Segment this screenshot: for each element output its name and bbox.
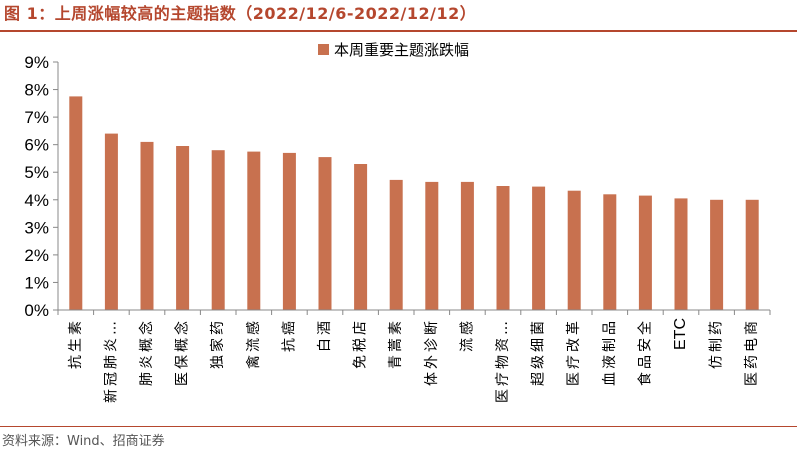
bar	[69, 96, 83, 311]
x-tick-label: 抗生素	[68, 318, 84, 369]
bars	[69, 96, 759, 311]
x-tick-label: 白酒	[317, 318, 333, 352]
title-rule	[0, 30, 797, 32]
bar-chart: 本周重要主题涨跌幅 0% 1% 2% 3% 4% 5% 6% 7% 8% 9% 抗生素 新冠肺炎… 肺…	[24, 41, 771, 403]
y-tick-label: 5%	[24, 163, 49, 182]
bar	[354, 164, 368, 310]
bar	[603, 194, 617, 310]
source-note: 资料来源：Wind、招商证券	[2, 434, 165, 449]
x-tick-label: 超级细菌	[531, 318, 547, 386]
x-tick-label: 新冠肺炎…	[103, 318, 119, 403]
x-tick-label: 医疗物资…	[495, 318, 511, 403]
x-tick-label: ETC	[672, 318, 689, 350]
x-tick-label: 流感	[458, 318, 475, 352]
bar	[140, 141, 154, 310]
bar	[247, 151, 261, 310]
x-tick-label: 肺炎概念	[138, 318, 155, 386]
y-tick-label: 2%	[24, 246, 49, 265]
bar	[460, 181, 474, 310]
figure-title: 图 1：上周涨幅较高的主题指数（2022/12/6-2022/12/12）	[4, 4, 477, 23]
bar	[176, 146, 190, 310]
bar	[567, 190, 581, 310]
bar	[104, 133, 118, 310]
x-tick-label: 免税店	[353, 318, 369, 369]
x-tick-label: 医疗改革	[566, 318, 582, 386]
bar	[710, 199, 724, 310]
bar	[674, 198, 688, 310]
x-tick-label: 仿制药	[709, 318, 725, 369]
y-tick-label: 1%	[24, 273, 49, 292]
x-tick-label: 独家药	[209, 318, 226, 369]
y-tick-label: 3%	[24, 218, 49, 237]
x-tick-label: 医保概念	[174, 318, 191, 386]
bar	[745, 199, 759, 310]
x-tick-label: 食品安全	[636, 318, 653, 386]
bar	[638, 195, 652, 310]
source-rule	[0, 426, 797, 427]
y-tick-label: 7%	[24, 108, 49, 127]
y-tick-label: 8%	[24, 81, 49, 100]
x-tick-label: 抗癌	[281, 318, 297, 352]
x-tick-label: 血液制品	[602, 318, 618, 386]
bar	[532, 186, 546, 310]
bar	[425, 181, 439, 310]
bar	[318, 157, 332, 310]
y-axis: 0% 1% 2% 3% 4% 5% 6% 7% 8% 9%	[24, 53, 59, 320]
chart-legend: 本周重要主题涨跌幅	[318, 41, 469, 59]
x-tick-label: 青蒿素	[388, 318, 404, 369]
x-axis: 抗生素 新冠肺炎… 肺炎概念 医保概念 独家药 禽流感 抗癌 白酒 免税店 青蒿素 体外诊断 流感 医疗…	[57, 309, 771, 403]
legend-label: 本周重要主题涨跌幅	[334, 41, 469, 59]
y-tick-label: 4%	[24, 191, 49, 210]
x-tick-label: 体外诊断	[424, 318, 440, 386]
x-tick-label: 医药电商	[744, 318, 760, 386]
x-tick-label: 禽流感	[245, 318, 262, 369]
y-tick-label: 6%	[24, 136, 49, 155]
y-tick-label: 0%	[24, 301, 49, 320]
legend-swatch	[318, 44, 329, 55]
bar	[282, 152, 296, 310]
bar	[389, 179, 403, 310]
y-tick-label: 9%	[24, 53, 49, 72]
bar	[211, 150, 225, 310]
bar	[496, 186, 510, 310]
